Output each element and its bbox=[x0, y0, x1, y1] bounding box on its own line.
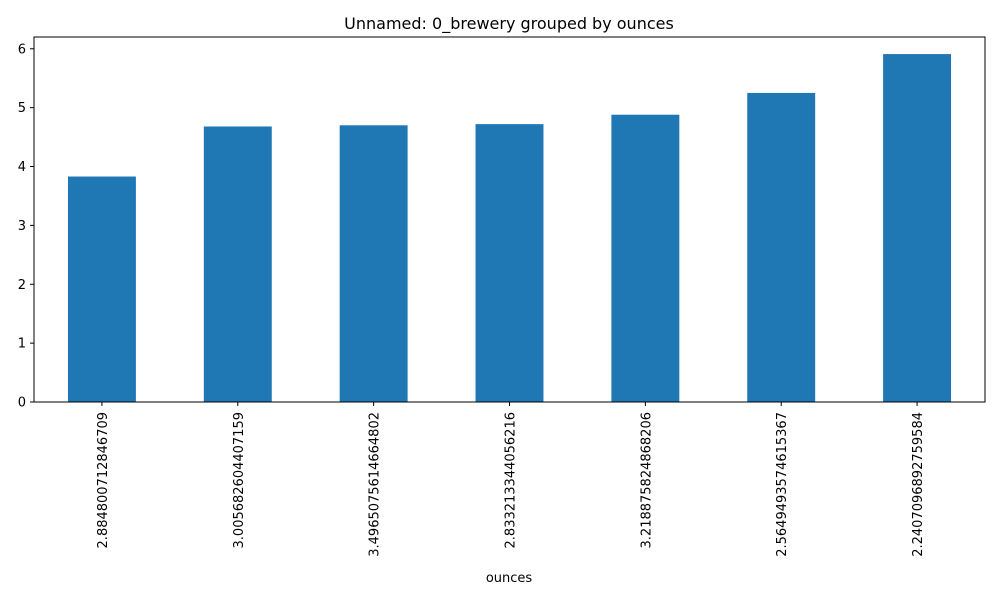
y-tick-label: 1 bbox=[18, 337, 26, 352]
y-tick-label: 2 bbox=[18, 278, 26, 293]
bar bbox=[475, 124, 544, 403]
bar bbox=[67, 176, 136, 402]
y-tick-label: 3 bbox=[18, 219, 26, 234]
x-axis-label: ounces bbox=[486, 571, 533, 586]
chart-title: Unnamed: 0_brewery grouped by ounces bbox=[344, 14, 674, 34]
y-tick-label: 6 bbox=[18, 42, 26, 57]
x-axis: 2.884800712846709 3.005682604407159 3.4965… bbox=[96, 402, 926, 557]
y-tick-label: 5 bbox=[18, 101, 26, 116]
y-tick-label: 4 bbox=[18, 160, 26, 175]
bar bbox=[203, 126, 272, 402]
bar bbox=[883, 54, 952, 403]
x-tick-label: 3.005682604407159 bbox=[232, 412, 247, 548]
y-axis: 0 1 2 3 4 5 6 bbox=[18, 42, 34, 411]
y-tick-label: 0 bbox=[18, 396, 26, 411]
plot-frame bbox=[33, 36, 986, 403]
x-tick-label: 2.884800712846709 bbox=[96, 412, 111, 548]
bar bbox=[611, 114, 680, 402]
x-tick-label: 3.4965075614664802 bbox=[368, 412, 383, 557]
bar bbox=[339, 125, 408, 402]
bar bbox=[747, 92, 816, 402]
bars bbox=[67, 54, 952, 403]
x-tick-label: 2.2407096892759584 bbox=[911, 412, 926, 557]
x-tick-label: 2.5649493574615367 bbox=[775, 412, 790, 557]
x-tick-label: 3.218875824868206 bbox=[639, 412, 654, 548]
x-tick-label: 2.833213344056216 bbox=[504, 412, 519, 548]
